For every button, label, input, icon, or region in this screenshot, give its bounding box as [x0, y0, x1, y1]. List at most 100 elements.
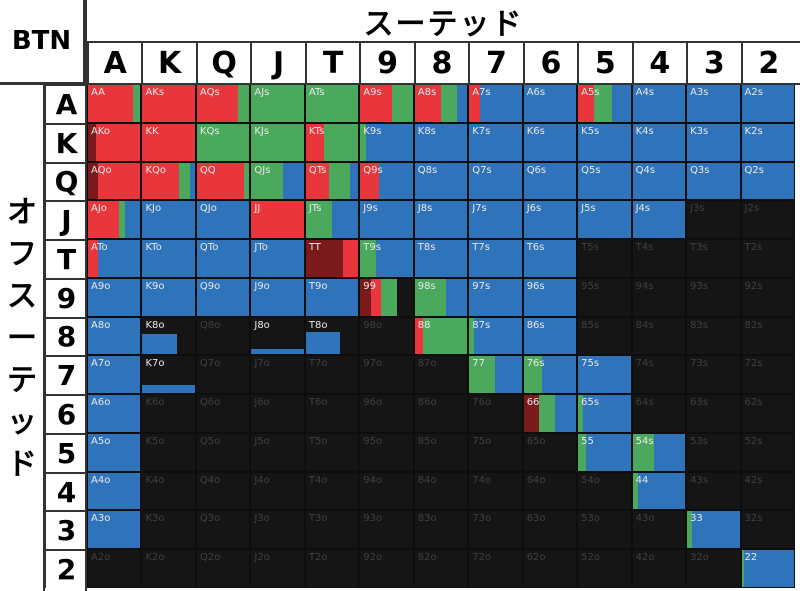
hand-cell-AQs[interactable]: AQs	[195, 84, 251, 123]
hand-cell-73o[interactable]: 73o	[468, 510, 523, 550]
hand-cell-84o[interactable]: 84o	[413, 471, 469, 511]
hand-cell-65s[interactable]: 65s	[577, 394, 632, 433]
hand-cell-75o[interactable]: 75o	[468, 432, 523, 472]
hand-cell-93o[interactable]: 93o	[359, 510, 414, 550]
hand-cell-54s[interactable]: 54s	[631, 432, 687, 472]
hand-cell-AJo[interactable]: AJo	[87, 200, 142, 240]
hand-cell-94o[interactable]: 94o	[359, 471, 414, 511]
hand-cell-J2o[interactable]: J2o	[250, 549, 305, 588]
hand-cell-A7o[interactable]: A7o	[87, 355, 142, 395]
hand-cell-JTo[interactable]: JTo	[250, 239, 305, 278]
hand-cell-73s[interactable]: 73s	[686, 355, 741, 395]
hand-cell-T8o[interactable]: T8o	[304, 316, 360, 356]
hand-cell-T9s[interactable]: T9s	[359, 239, 414, 278]
hand-cell-J8o[interactable]: J8o	[250, 316, 305, 356]
hand-cell-76o[interactable]: 76o	[468, 394, 523, 433]
hand-cell-96s[interactable]: 96s	[522, 277, 578, 317]
hand-cell-J3s[interactable]: J3s	[686, 200, 741, 240]
hand-cell-T8s[interactable]: T8s	[413, 239, 469, 278]
hand-cell-K8o[interactable]: K8o	[141, 316, 196, 356]
hand-cell-J5o[interactable]: J5o	[250, 432, 305, 472]
hand-cell-Q5s[interactable]: Q5s	[577, 161, 632, 201]
hand-cell-99[interactable]: 99	[359, 277, 414, 317]
hand-cell-A4o[interactable]: A4o	[87, 471, 142, 511]
hand-cell-QTo[interactable]: QTo	[195, 239, 251, 278]
hand-cell-K4s[interactable]: K4s	[631, 122, 687, 162]
hand-cell-Q9o[interactable]: Q9o	[195, 277, 251, 317]
hand-cell-T3s[interactable]: T3s	[686, 239, 741, 278]
hand-cell-A5s[interactable]: A5s	[577, 84, 632, 123]
hand-cell-T7o[interactable]: T7o	[304, 355, 360, 395]
hand-cell-86o[interactable]: 86o	[413, 394, 469, 433]
hand-cell-82s[interactable]: 82s	[740, 316, 795, 356]
hand-cell-J6s[interactable]: J6s	[522, 200, 578, 240]
hand-cell-A2s[interactable]: A2s	[740, 84, 795, 123]
hand-cell-74s[interactable]: 74s	[631, 355, 687, 395]
hand-cell-64s[interactable]: 64s	[631, 394, 687, 433]
hand-cell-74o[interactable]: 74o	[468, 471, 523, 511]
hand-cell-K3o[interactable]: K3o	[141, 510, 196, 550]
hand-cell-52o[interactable]: 52o	[577, 549, 632, 588]
hand-cell-A3o[interactable]: A3o	[87, 510, 142, 550]
hand-cell-Q3o[interactable]: Q3o	[195, 510, 251, 550]
hand-cell-87s[interactable]: 87s	[468, 316, 523, 356]
hand-cell-32s[interactable]: 32s	[740, 510, 795, 550]
hand-cell-K9s[interactable]: K9s	[359, 122, 414, 162]
hand-cell-JJ[interactable]: JJ	[250, 200, 305, 240]
hand-cell-J3o[interactable]: J3o	[250, 510, 305, 550]
hand-cell-KQs[interactable]: KQs	[195, 122, 251, 162]
hand-cell-K2s[interactable]: K2s	[740, 122, 795, 162]
hand-cell-ATs[interactable]: ATs	[304, 84, 360, 123]
hand-cell-A9s[interactable]: A9s	[359, 84, 414, 123]
hand-cell-KTs[interactable]: KTs	[304, 122, 360, 162]
hand-cell-Q6s[interactable]: Q6s	[522, 161, 578, 201]
hand-cell-66[interactable]: 66	[522, 394, 578, 433]
hand-cell-22[interactable]: 22	[740, 549, 795, 588]
hand-cell-A5o[interactable]: A5o	[87, 432, 142, 472]
hand-cell-K4o[interactable]: K4o	[141, 471, 196, 511]
hand-cell-62o[interactable]: 62o	[522, 549, 578, 588]
hand-cell-A3s[interactable]: A3s	[686, 84, 741, 123]
hand-cell-A6o[interactable]: A6o	[87, 394, 142, 433]
hand-cell-97s[interactable]: 97s	[468, 277, 523, 317]
hand-cell-Q5o[interactable]: Q5o	[195, 432, 251, 472]
hand-cell-62s[interactable]: 62s	[740, 394, 795, 433]
hand-cell-J7s[interactable]: J7s	[468, 200, 523, 240]
hand-cell-T4s[interactable]: T4s	[631, 239, 687, 278]
hand-cell-A7s[interactable]: A7s	[468, 84, 523, 123]
hand-cell-K5o[interactable]: K5o	[141, 432, 196, 472]
hand-cell-A2o[interactable]: A2o	[87, 549, 142, 588]
hand-cell-J4s[interactable]: J4s	[631, 200, 687, 240]
hand-cell-J6o[interactable]: J6o	[250, 394, 305, 433]
hand-cell-72o[interactable]: 72o	[468, 549, 523, 588]
hand-cell-Q2s[interactable]: Q2s	[740, 161, 795, 201]
hand-cell-K6s[interactable]: K6s	[522, 122, 578, 162]
hand-cell-AKo[interactable]: AKo	[87, 122, 142, 162]
hand-cell-QJs[interactable]: QJs	[250, 161, 305, 201]
hand-cell-Q4s[interactable]: Q4s	[631, 161, 687, 201]
hand-cell-JTs[interactable]: JTs	[304, 200, 360, 240]
hand-cell-42s[interactable]: 42s	[740, 471, 795, 511]
hand-cell-ATo[interactable]: ATo	[87, 239, 142, 278]
hand-cell-Q4o[interactable]: Q4o	[195, 471, 251, 511]
hand-cell-93s[interactable]: 93s	[686, 277, 741, 317]
hand-cell-52s[interactable]: 52s	[740, 432, 795, 472]
hand-cell-77[interactable]: 77	[468, 355, 523, 395]
hand-cell-32o[interactable]: 32o	[686, 549, 741, 588]
hand-cell-K9o[interactable]: K9o	[141, 277, 196, 317]
hand-cell-KJo[interactable]: KJo	[141, 200, 196, 240]
hand-cell-64o[interactable]: 64o	[522, 471, 578, 511]
hand-cell-54o[interactable]: 54o	[577, 471, 632, 511]
hand-cell-95s[interactable]: 95s	[577, 277, 632, 317]
hand-cell-83s[interactable]: 83s	[686, 316, 741, 356]
hand-cell-A8o[interactable]: A8o	[87, 316, 142, 356]
hand-cell-98o[interactable]: 98o	[359, 316, 414, 356]
hand-cell-72s[interactable]: 72s	[740, 355, 795, 395]
hand-cell-T4o[interactable]: T4o	[304, 471, 360, 511]
hand-cell-A6s[interactable]: A6s	[522, 84, 578, 123]
hand-cell-T7s[interactable]: T7s	[468, 239, 523, 278]
hand-cell-K7s[interactable]: K7s	[468, 122, 523, 162]
hand-cell-63o[interactable]: 63o	[522, 510, 578, 550]
hand-cell-T6s[interactable]: T6s	[522, 239, 578, 278]
hand-cell-KK[interactable]: KK	[141, 122, 196, 162]
